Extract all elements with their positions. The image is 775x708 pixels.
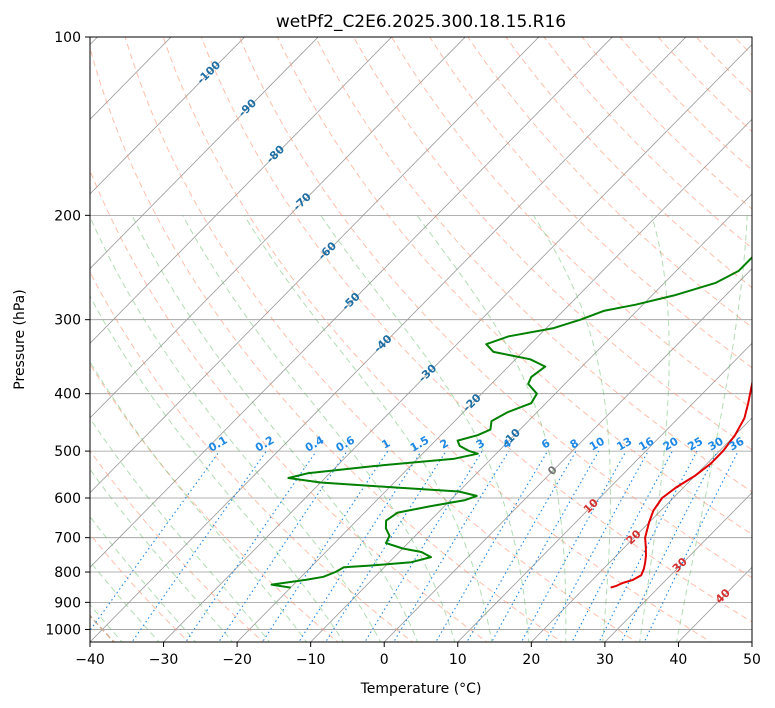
mixing-ratio-line	[435, 450, 549, 642]
moist-adiabat	[416, 215, 567, 642]
dry-adiabat	[90, 169, 488, 642]
mixing-ratio-line	[261, 450, 389, 642]
dry-adiabat	[314, 37, 752, 493]
dry-adiabat	[505, 37, 752, 289]
dry-adiabat	[353, 37, 752, 451]
mixing-ratio-line	[364, 450, 483, 642]
moist-adiabat	[533, 215, 611, 642]
mixing-ratio-line	[184, 450, 317, 642]
y-tick-label: 900	[54, 595, 81, 611]
y-tick-label: 100	[54, 30, 81, 46]
plot-frame	[89, 36, 753, 643]
mixing-ratio-line	[491, 450, 600, 642]
data-series	[270, 255, 752, 589]
moist-adiabat	[639, 215, 670, 642]
isotherm-line	[90, 37, 540, 494]
x-tick-label: 10	[449, 652, 467, 668]
dry-adiabat	[90, 363, 339, 642]
moist-adiabat	[320, 215, 530, 642]
isotherm-line	[90, 37, 687, 642]
background-lines	[90, 24, 775, 645]
y-tick-label: 400	[54, 387, 81, 403]
dry-adiabat	[90, 46, 563, 642]
y-tick-label: 500	[54, 444, 81, 460]
moist-adiabat	[90, 295, 345, 642]
y-tick-label: 200	[54, 208, 81, 224]
isotherm-line	[90, 37, 466, 419]
isotherm-line	[236, 118, 752, 642]
moist-adiabat	[90, 417, 271, 642]
isotherm-line	[90, 37, 613, 568]
x-tick-label: −20	[222, 652, 252, 668]
dry-adiabat	[90, 449, 265, 642]
isotherm-line	[604, 492, 752, 642]
mixing-ratio-line	[620, 450, 718, 642]
isotherm-line	[530, 417, 752, 642]
dry-adiabat	[429, 37, 752, 369]
isotherm-line	[90, 37, 393, 344]
x-tick-label: 20	[522, 652, 540, 668]
moist-adiabat	[243, 215, 493, 642]
dry-adiabat	[200, 37, 752, 623]
y-tick-label: 1000	[45, 622, 81, 638]
mixing-ratio-line	[325, 450, 447, 642]
temperature-profile-line	[610, 379, 752, 589]
dry-adiabat	[391, 37, 752, 410]
x-tick-label: 40	[670, 652, 688, 668]
dry-adiabat	[238, 37, 752, 579]
x-tick-label: −40	[75, 652, 105, 668]
dry-adiabat	[162, 37, 712, 642]
mixing-ratio-line	[393, 450, 510, 642]
isotherm-line	[90, 37, 246, 195]
y-tick-label: 300	[54, 313, 81, 329]
x-axis-label: Temperature (°C)	[360, 681, 482, 697]
moist-adiabat	[90, 215, 382, 642]
moist-adiabat	[182, 215, 456, 642]
isotherm-line	[751, 641, 752, 642]
dry-adiabat	[90, 271, 414, 642]
x-tick-label: −30	[149, 652, 179, 668]
plot-area	[90, 37, 752, 642]
isotherm-line	[383, 268, 752, 642]
moist-adiabat	[90, 468, 234, 642]
mixing-ratio-line	[466, 450, 577, 642]
dry-adiabat	[759, 24, 775, 645]
x-tick-label: −10	[296, 652, 326, 668]
moist-adiabat	[90, 360, 308, 642]
x-tick-label: 0	[380, 652, 389, 668]
isotherm-line	[162, 44, 752, 642]
axes: −40 −30 −20 −10 0 10 20 30 40 50 100 200 300 400 500 60…	[45, 30, 761, 668]
moist-adiabat	[131, 215, 419, 642]
isotherm-line	[310, 193, 752, 642]
mixing-ratio-line	[298, 450, 422, 642]
x-tick-label: 30	[596, 652, 614, 668]
x-tick-label: 50	[743, 652, 761, 668]
dry-adiabat	[124, 37, 638, 642]
mixing-ratio-line	[598, 450, 698, 642]
isotherm-line	[90, 37, 319, 270]
mixing-ratio-line	[218, 450, 348, 642]
dewpoint-profile-line	[270, 255, 752, 589]
dry-adiabat	[467, 37, 752, 328]
y-tick-label: 700	[54, 531, 81, 547]
y-axis-label: Pressure (hPa)	[12, 289, 28, 389]
y-tick-label: 600	[54, 491, 81, 507]
y-tick-label: 800	[54, 565, 81, 581]
moist-adiabat	[675, 215, 748, 642]
isotherm-line	[457, 342, 752, 642]
chart-title: wetPf2_C2E6.2025.300.18.15.R16	[276, 12, 566, 32]
